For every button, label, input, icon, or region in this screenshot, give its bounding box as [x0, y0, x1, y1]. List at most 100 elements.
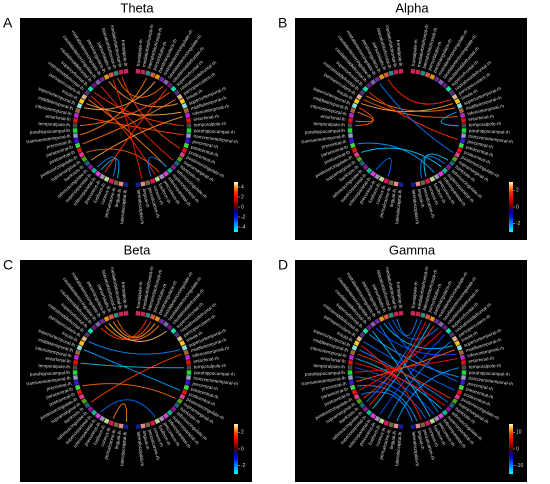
node	[410, 182, 416, 188]
node	[349, 142, 356, 149]
connection	[365, 95, 456, 112]
panel-title: Gamma	[389, 242, 436, 257]
colorbar-tick-label: 2	[241, 194, 244, 200]
node	[181, 389, 188, 396]
colorbar	[234, 424, 238, 474]
node	[154, 315, 161, 322]
node	[461, 128, 467, 133]
node	[154, 418, 161, 425]
connection	[88, 99, 167, 168]
node	[76, 147, 83, 154]
node	[383, 314, 390, 320]
node	[87, 85, 94, 93]
node-label: lingual-rh	[417, 430, 426, 450]
node-label: transversetemporal-lh	[26, 133, 71, 144]
connection	[100, 319, 147, 340]
node	[73, 379, 80, 386]
node	[388, 70, 394, 76]
node	[378, 418, 385, 425]
node	[410, 310, 416, 316]
node-label: parahippocampal-rh	[469, 128, 510, 135]
node	[456, 344, 463, 351]
node	[173, 89, 180, 96]
node-label: frontalpole-lh	[121, 282, 129, 309]
node	[348, 117, 353, 123]
node-label: lingual-lh	[389, 430, 398, 449]
node	[348, 375, 353, 381]
node	[166, 409, 173, 416]
node	[91, 82, 98, 89]
node	[415, 423, 421, 429]
node	[166, 167, 173, 174]
node	[369, 170, 377, 177]
node	[186, 117, 191, 123]
node	[179, 151, 186, 158]
node-label: precentral-rh	[192, 139, 219, 150]
node	[378, 315, 385, 322]
node-label: lateraloccipital-lh	[119, 189, 128, 224]
node	[445, 327, 452, 335]
node	[347, 128, 353, 133]
node	[461, 133, 466, 139]
node-label: frontalpole-rh	[411, 39, 419, 67]
node	[76, 389, 83, 396]
node	[441, 82, 448, 89]
panel: GammaDfrontalpole-lhmedialorbitofrontal-…	[278, 242, 527, 482]
node	[99, 76, 106, 83]
connection	[100, 85, 174, 161]
node-label: frontalpole-lh	[121, 40, 129, 67]
node	[353, 393, 360, 400]
node	[437, 321, 445, 328]
node	[456, 389, 463, 396]
node	[366, 82, 373, 89]
connection	[357, 385, 418, 422]
node	[94, 321, 102, 328]
connection	[355, 362, 446, 407]
connection	[80, 362, 184, 369]
connection	[100, 158, 120, 179]
node	[441, 167, 448, 174]
node	[118, 69, 124, 75]
node-label: precentral-lh	[321, 381, 347, 392]
node	[186, 365, 192, 370]
node	[81, 335, 88, 342]
node	[78, 151, 85, 158]
node	[108, 420, 115, 426]
node	[73, 112, 80, 119]
connection	[387, 321, 458, 382]
node	[145, 422, 151, 428]
node	[135, 68, 141, 74]
node	[362, 405, 369, 413]
node-label: temporalpole-rh	[469, 121, 502, 127]
node-label: lateraloccipital-lh	[394, 189, 403, 224]
node	[424, 178, 431, 184]
node-label: transversetemporal-rh	[193, 375, 239, 386]
node-label: precentral-rh	[192, 381, 219, 392]
node	[173, 402, 180, 409]
connection	[90, 95, 156, 175]
node	[398, 182, 404, 188]
node-label: lateraloccipital-rh	[411, 189, 420, 224]
node	[81, 93, 88, 100]
node-label: lingual-lh	[389, 188, 398, 207]
node	[459, 137, 466, 144]
node	[108, 178, 115, 184]
node	[383, 72, 390, 78]
node	[123, 68, 129, 74]
node	[369, 79, 377, 86]
connection	[108, 81, 179, 108]
node-label: transversetemporal-lh	[301, 375, 346, 386]
colorbar-tick-label: 0	[241, 446, 244, 452]
node	[149, 72, 156, 78]
connection	[379, 83, 454, 153]
colorbar-tick-label: -2	[241, 214, 246, 220]
node	[149, 178, 156, 184]
node	[108, 72, 115, 78]
connection	[360, 103, 454, 113]
node	[429, 315, 436, 322]
connection	[108, 323, 167, 342]
node-label: entorhinal-rh	[193, 356, 220, 364]
node	[378, 176, 385, 183]
node	[362, 85, 369, 93]
